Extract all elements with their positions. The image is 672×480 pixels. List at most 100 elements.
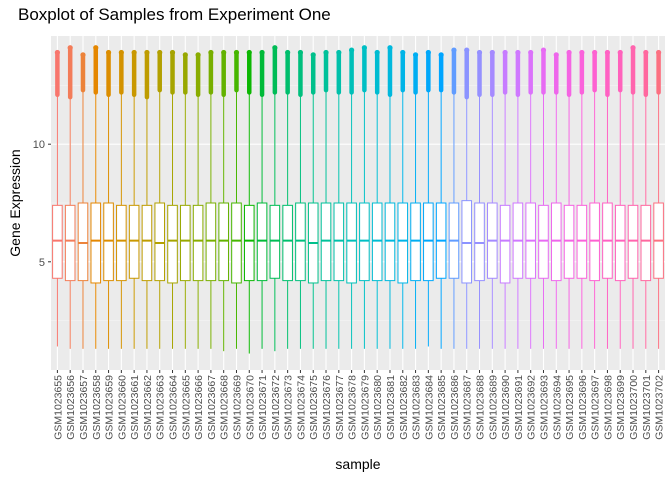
x-tick-label: GSM1023659 xyxy=(104,375,116,440)
x-tick-label: GSM1023682 xyxy=(398,375,410,440)
box xyxy=(231,202,242,284)
outlier-point xyxy=(515,49,521,56)
x-tick-label: GSM1023676 xyxy=(321,375,333,440)
boxplot-GSM1023692 xyxy=(525,49,536,349)
boxplot-GSM1023657 xyxy=(77,52,89,349)
boxplot-GSM1023676 xyxy=(320,49,332,349)
box xyxy=(295,202,306,282)
x-tick-label: GSM1023693 xyxy=(538,375,550,440)
boxplot-GSM1023684 xyxy=(423,49,434,347)
box xyxy=(371,202,383,282)
outlier-point xyxy=(502,49,508,56)
boxplot-GSM1023688 xyxy=(474,49,485,349)
box xyxy=(128,204,140,279)
boxplot-GSM1023700 xyxy=(627,45,639,349)
boxplot-GSM1023667 xyxy=(205,49,217,349)
outlier-point xyxy=(604,49,611,56)
outlier-point xyxy=(144,49,150,56)
x-tick-label: GSM1023664 xyxy=(168,375,180,440)
box xyxy=(397,202,409,284)
boxplot-GSM1023656 xyxy=(64,45,76,349)
outlier-point xyxy=(540,47,547,53)
outlier-point xyxy=(54,49,60,56)
box xyxy=(205,202,217,282)
outlier-point xyxy=(349,47,355,53)
x-tick-label: GSM1023683 xyxy=(411,375,423,440)
outlier-point xyxy=(310,52,316,58)
box xyxy=(359,202,370,282)
outlier-point xyxy=(67,45,73,51)
boxplot-GSM1023664 xyxy=(167,49,178,349)
boxplot-GSM1023677 xyxy=(333,49,345,349)
outlier-point xyxy=(195,52,201,58)
box xyxy=(333,202,345,282)
box xyxy=(576,204,588,279)
x-tick-label: GSM1023668 xyxy=(219,375,231,440)
boxplot-GSM1023685 xyxy=(435,52,447,349)
y-tick-label: 5 xyxy=(39,257,45,269)
outlier-point xyxy=(374,49,380,56)
box xyxy=(103,202,114,282)
x-tick-label: GSM1023694 xyxy=(551,375,563,440)
x-tick-label: GSM1023702 xyxy=(654,375,666,440)
outlier-point xyxy=(438,52,444,58)
outlier-point xyxy=(579,49,585,56)
outlier-point xyxy=(592,49,598,56)
boxplot-GSM1023689 xyxy=(487,49,498,349)
box xyxy=(218,202,229,282)
boxplot-GSM1023669 xyxy=(231,49,242,349)
outlier-point xyxy=(169,49,176,56)
box xyxy=(563,204,575,279)
box xyxy=(410,202,421,282)
boxplot-GSM1023695 xyxy=(563,49,575,349)
boxplot-GSM1023673 xyxy=(282,49,293,349)
box xyxy=(499,204,511,284)
outlier-point xyxy=(656,49,662,56)
boxplot-GSM1023663 xyxy=(154,49,166,349)
boxplot-GSM1023660 xyxy=(116,49,127,349)
x-axis-title: sample xyxy=(335,456,380,472)
y-axis-title: Gene Expression xyxy=(7,149,23,256)
box xyxy=(116,204,127,282)
boxplot-GSM1023672 xyxy=(269,45,281,352)
boxplot-GSM1023683 xyxy=(410,52,421,349)
box-series xyxy=(52,45,664,354)
box xyxy=(320,202,332,282)
outlier-point xyxy=(387,45,393,51)
box xyxy=(384,202,396,282)
x-tick-label: GSM1023696 xyxy=(577,375,589,440)
x-tick-label: GSM1023672 xyxy=(270,375,282,440)
box xyxy=(180,204,191,282)
box xyxy=(167,204,178,284)
outlier-point xyxy=(233,49,240,56)
boxplot-GSM1023694 xyxy=(550,52,562,349)
boxplot-GSM1023655 xyxy=(52,49,63,347)
boxplot-GSM1023698 xyxy=(602,49,613,349)
x-tick-label: GSM1023655 xyxy=(52,375,64,440)
boxplot-GSM1023697 xyxy=(589,49,600,349)
outlier-point xyxy=(643,49,649,56)
x-tick-label: GSM1023695 xyxy=(564,375,576,440)
box xyxy=(90,202,102,284)
box xyxy=(589,202,600,282)
boxplot-GSM1023671 xyxy=(256,49,268,349)
boxplot-GSM1023693 xyxy=(538,47,549,349)
boxplot-GSM1023701 xyxy=(640,49,652,349)
boxplot-GSM1023662 xyxy=(141,49,153,349)
x-tick-label: GSM1023658 xyxy=(91,375,103,440)
box xyxy=(538,204,549,279)
box xyxy=(269,204,281,279)
outlier-point xyxy=(182,52,188,58)
x-tick-label: GSM1023680 xyxy=(372,375,384,440)
boxplot-GSM1023666 xyxy=(192,52,204,349)
box xyxy=(141,204,153,282)
boxplot-GSM1023670 xyxy=(243,49,255,354)
boxplot-GSM1023659 xyxy=(103,49,114,349)
x-tick-label: GSM1023675 xyxy=(308,375,320,440)
boxplot-GSM1023668 xyxy=(218,49,229,352)
outlier-point xyxy=(425,49,431,56)
outlier-point xyxy=(553,52,559,58)
outlier-point xyxy=(630,45,636,51)
x-tick-label: GSM1023678 xyxy=(347,375,359,440)
